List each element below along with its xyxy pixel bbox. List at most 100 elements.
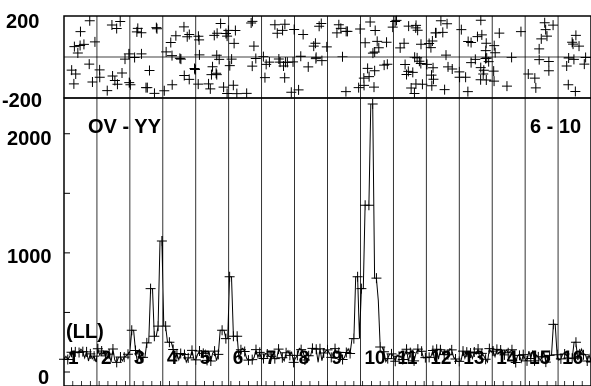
residual-point	[220, 28, 231, 39]
residual-point	[207, 61, 218, 72]
residual-point	[534, 54, 545, 65]
channel-label-6: 6	[233, 348, 244, 369]
residual-point	[415, 58, 426, 69]
channel-labels: 1 2 3 4 5 6 7 8 9 10 11 12 13 14 15 16	[68, 348, 583, 369]
residual-point	[362, 63, 373, 74]
spectrum-point	[104, 349, 115, 360]
channel-label-8: 8	[299, 348, 310, 369]
residual-point	[403, 21, 414, 32]
residual-point	[536, 33, 547, 44]
spectrum-point	[405, 347, 416, 358]
residual-point	[206, 69, 217, 80]
residual-point	[230, 25, 241, 36]
residual-point	[427, 35, 438, 46]
spectrum-point	[371, 273, 382, 284]
residual-point	[246, 17, 257, 28]
spectrum-point	[518, 349, 529, 360]
spectrum-point	[224, 271, 235, 282]
residual-point	[333, 19, 344, 30]
channel-label-14: 14	[496, 348, 518, 369]
residual-point	[489, 76, 500, 87]
residual-point	[258, 51, 269, 62]
residual-point	[406, 83, 417, 94]
title-left: OV - YY	[88, 116, 162, 138]
residual-point	[481, 74, 492, 85]
residual-point	[259, 72, 270, 83]
residual-point	[228, 80, 239, 91]
spectrum-point	[397, 354, 408, 365]
residual-point	[247, 61, 258, 72]
spectrum-point	[145, 283, 156, 294]
spectrum-point	[378, 346, 389, 357]
residual-point	[543, 65, 554, 76]
residual-point	[264, 57, 275, 68]
residual-point	[89, 36, 100, 47]
spectrum-point	[107, 344, 118, 355]
spectrum-point	[292, 350, 303, 361]
spectrum-point	[198, 348, 209, 359]
spectrum-point	[138, 352, 149, 363]
residual-point	[273, 54, 284, 65]
residual-point	[120, 54, 131, 65]
residual-point	[570, 30, 581, 41]
residual-point	[409, 52, 420, 63]
spectrum-point	[409, 355, 420, 366]
residual-point	[456, 24, 467, 35]
ytick-0: 0	[38, 367, 49, 386]
residual-point	[321, 41, 332, 52]
residual-point	[567, 37, 578, 48]
residual-point	[401, 69, 412, 80]
residual-point	[203, 78, 214, 89]
spectrum-point	[190, 354, 201, 365]
spectrum-point	[548, 319, 559, 330]
residual-point	[316, 55, 327, 66]
residual-point	[475, 62, 486, 73]
spectrum-point	[247, 354, 258, 365]
channel-label-10: 10	[364, 348, 385, 369]
residual-point	[425, 42, 436, 53]
residual-point	[490, 47, 501, 58]
residual-point	[84, 59, 95, 70]
residual-point	[563, 79, 574, 90]
residual-point	[395, 42, 406, 53]
residual-point	[222, 88, 233, 99]
spectrum-point	[217, 325, 228, 336]
residual-point	[209, 30, 220, 41]
residual-point	[151, 23, 162, 34]
residual-point	[310, 38, 321, 49]
spectrum-point	[186, 345, 197, 356]
residual-point	[342, 26, 353, 37]
residual-point	[360, 37, 371, 48]
residual-point	[580, 52, 591, 63]
residual-point	[111, 23, 122, 34]
bottom-panel-series	[59, 98, 591, 368]
residual-point	[218, 82, 229, 93]
residual-point	[428, 62, 439, 73]
residual-point	[441, 50, 452, 61]
spectrum-point	[288, 357, 299, 368]
residual-point	[205, 83, 216, 94]
channel-label-15: 15	[529, 348, 551, 369]
residual-point	[442, 18, 453, 29]
spectrum-point	[126, 325, 137, 336]
residual-point	[481, 38, 492, 49]
spectrum-point	[149, 331, 160, 342]
residual-point	[370, 25, 381, 36]
residual-point	[102, 85, 113, 96]
residual-point	[437, 27, 448, 38]
spectrum-point	[122, 349, 133, 360]
residual-point	[506, 52, 517, 63]
residual-point	[68, 78, 79, 89]
spectrum-point	[570, 337, 581, 348]
residual-point	[136, 27, 147, 38]
spectrum-point	[510, 357, 521, 368]
residual-point	[439, 84, 450, 95]
residual-point	[454, 66, 465, 77]
residual-point	[372, 36, 383, 47]
spectrum-point	[269, 353, 280, 364]
residual-point	[182, 31, 193, 42]
residual-point	[426, 70, 437, 81]
residual-point	[174, 53, 185, 64]
channel-label-2: 2	[101, 348, 112, 369]
spectrum-point	[367, 98, 378, 109]
